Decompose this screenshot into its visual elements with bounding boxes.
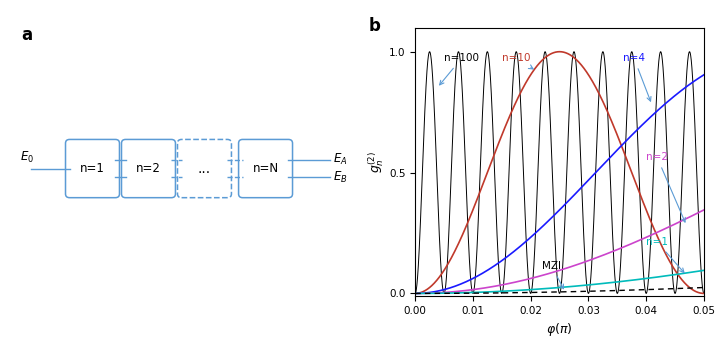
FancyBboxPatch shape [178, 139, 232, 198]
FancyBboxPatch shape [66, 139, 119, 198]
Text: n=2: n=2 [136, 162, 161, 175]
FancyBboxPatch shape [238, 139, 292, 198]
Text: n=N: n=N [253, 162, 279, 175]
Text: b: b [369, 17, 380, 35]
Text: MZI: MZI [542, 261, 563, 289]
Text: n=4: n=4 [623, 53, 651, 101]
Text: n=2: n=2 [646, 152, 685, 222]
Text: $E_B$: $E_B$ [334, 170, 348, 185]
Text: $E_0$: $E_0$ [19, 150, 34, 165]
Text: n=1: n=1 [80, 162, 105, 175]
Text: ...: ... [198, 162, 211, 175]
Text: $E_A$: $E_A$ [334, 152, 348, 167]
Y-axis label: $g_n^{(2)}$: $g_n^{(2)}$ [367, 151, 386, 173]
Text: n=100: n=100 [440, 53, 479, 85]
FancyBboxPatch shape [121, 139, 175, 198]
Text: n=10: n=10 [502, 53, 533, 69]
Text: a: a [21, 26, 32, 44]
Text: n=1: n=1 [646, 237, 684, 272]
X-axis label: $\varphi(\pi)$: $\varphi(\pi)$ [547, 321, 573, 338]
